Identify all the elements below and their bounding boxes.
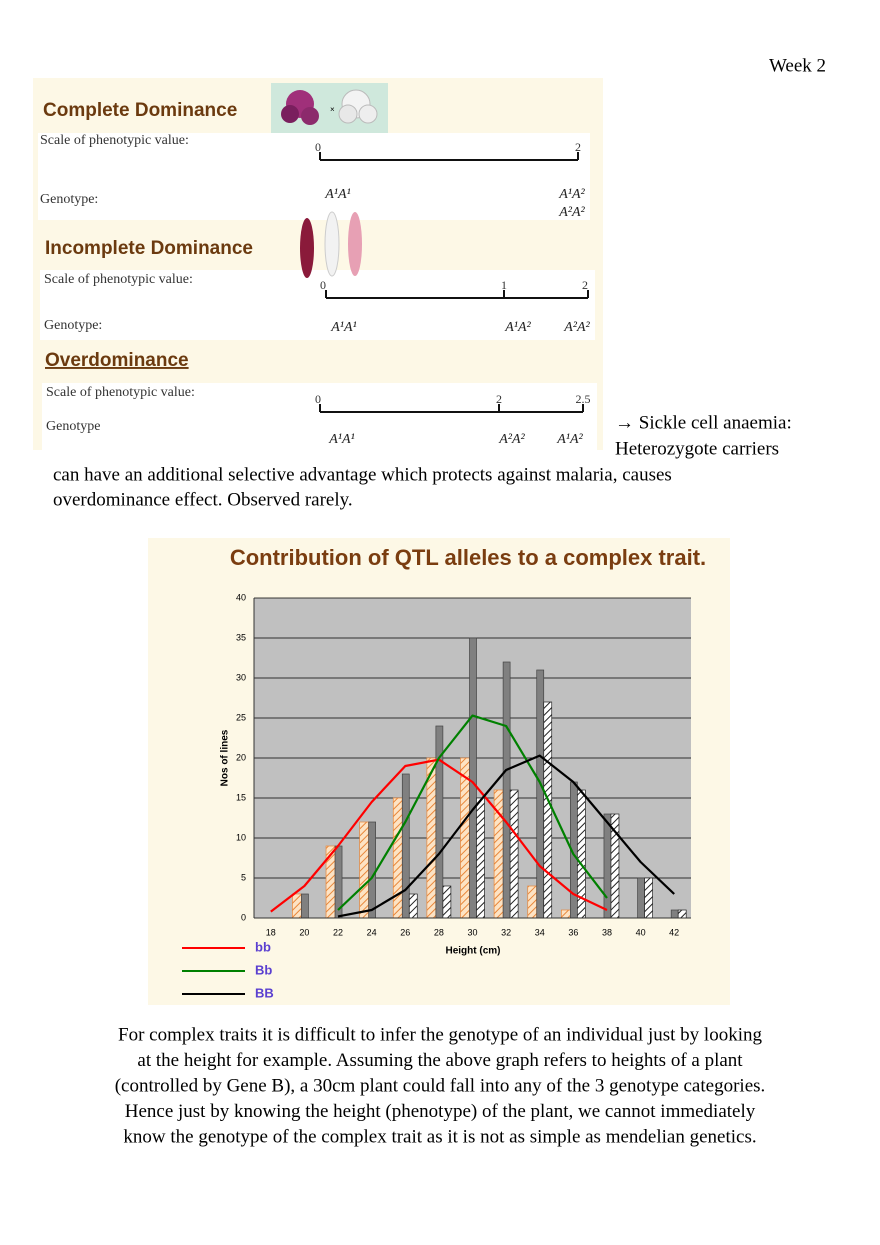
bar	[670, 909, 679, 919]
bar	[476, 797, 485, 919]
y-tick-label: 25	[236, 712, 246, 722]
y-tick-label: 15	[236, 792, 246, 802]
bar	[426, 757, 437, 919]
legend-label: bb	[255, 939, 271, 954]
bar	[543, 701, 553, 919]
x-tick-label: 42	[669, 927, 679, 937]
x-tick-label: 38	[602, 927, 612, 937]
scale-tick-label: 2	[575, 140, 581, 154]
genotype: A¹A¹	[330, 320, 357, 335]
x-tick-label: 30	[467, 927, 477, 937]
genotype: A¹A¹	[324, 187, 351, 202]
scale-tick-label: 0	[320, 278, 326, 292]
bar	[527, 885, 538, 919]
curve	[337, 754, 675, 918]
scale-tick-label: 2	[582, 278, 588, 292]
bar	[292, 893, 302, 919]
x-tick-label: 36	[568, 927, 578, 937]
scale-label: Scale of phenotypic value:	[40, 133, 189, 148]
bar	[469, 637, 477, 919]
y-tick-label: 35	[236, 632, 246, 642]
paragraph-line: For complex traits it is difficult to in…	[118, 1024, 762, 1045]
scale-tick-label: 1	[501, 278, 507, 292]
curve	[337, 714, 608, 911]
bar	[644, 877, 653, 919]
y-tick-label: 30	[236, 672, 246, 682]
scale-label: Scale of phenotypic value:	[46, 385, 195, 400]
bar	[677, 909, 687, 919]
x-tick-label: 32	[501, 927, 511, 937]
x-tick-label: 24	[367, 927, 377, 937]
genotype-label: Genotype	[46, 419, 100, 434]
genotype: A¹A²	[504, 320, 531, 335]
paragraph-line: Hence just by knowing the height (phenot…	[125, 1101, 756, 1122]
bar	[359, 821, 370, 919]
y-tick-label: 5	[241, 872, 246, 882]
genotype-label: Genotype:	[40, 192, 98, 207]
note-text: Heterozygote carriers	[615, 438, 779, 459]
scale-label: Scale of phenotypic value:	[44, 272, 193, 287]
x-tick-label: 20	[299, 927, 309, 937]
chart-title: Contribution of QTL alleles to a complex…	[230, 545, 706, 570]
row-background	[38, 133, 590, 220]
x-tick-label: 18	[266, 927, 276, 937]
bar	[603, 813, 612, 919]
y-tick-label: 10	[236, 832, 246, 842]
x-tick-label: 34	[535, 927, 545, 937]
bar	[408, 893, 418, 919]
genotype: A¹A¹	[328, 432, 355, 447]
bar	[325, 845, 336, 919]
genotype: A²A²	[558, 205, 585, 220]
x-tick-label: 40	[636, 927, 646, 937]
note-text: overdominance effect. Observed rarely.	[53, 489, 353, 510]
legend-label: Bb	[255, 962, 272, 977]
legend-label: BB	[255, 985, 274, 1000]
genotype: A¹A²	[556, 432, 583, 447]
scale-tick-label: 0	[315, 140, 321, 154]
genotype-label: Genotype:	[44, 318, 102, 333]
bar	[401, 773, 410, 919]
row-background	[40, 270, 595, 340]
bar	[442, 885, 452, 919]
y-axis-label: Nos of lines	[220, 729, 231, 786]
bar	[368, 821, 377, 919]
scale-tick-label: 0	[315, 392, 321, 406]
page-header: Week 2	[769, 55, 826, 76]
x-tick-label: 28	[434, 927, 444, 937]
y-tick-label: 20	[236, 752, 246, 762]
paragraph-line: know the genotype of the complex trait a…	[123, 1126, 756, 1147]
paragraph-line: (controlled by Gene B), a 30cm plant cou…	[115, 1075, 766, 1096]
section-title: Complete Dominance	[43, 100, 237, 121]
y-tick-label: 0	[241, 912, 246, 922]
genotype: A¹A²	[558, 187, 585, 202]
bar	[536, 669, 545, 919]
scale-tick-label: 2	[496, 392, 502, 406]
bar	[637, 877, 645, 919]
section-title: Incomplete Dominance	[45, 238, 253, 259]
bar	[460, 757, 470, 919]
bar	[301, 893, 309, 919]
svg-text:×: ×	[330, 105, 335, 114]
x-tick-label: 26	[400, 927, 410, 937]
x-tick-label: 22	[333, 927, 343, 937]
section-title: Overdominance	[45, 350, 189, 371]
scale-tick-label: 2.5	[576, 392, 591, 406]
note-text: → Sickle cell anaemia:	[615, 412, 792, 433]
note-text: can have an additional selective advanta…	[53, 464, 672, 485]
x-axis-label: Height (cm)	[446, 946, 501, 957]
row-background	[42, 383, 597, 450]
genotype: A²A²	[498, 432, 525, 447]
bar	[509, 789, 519, 919]
paragraph-line: at the height for example. Assuming the …	[137, 1050, 743, 1071]
genotype: A²A²	[563, 320, 590, 335]
bar	[560, 909, 571, 919]
bar	[392, 797, 403, 919]
y-tick-label: 40	[236, 592, 246, 602]
bar	[502, 661, 511, 919]
flower-icons: ×	[281, 89, 378, 278]
